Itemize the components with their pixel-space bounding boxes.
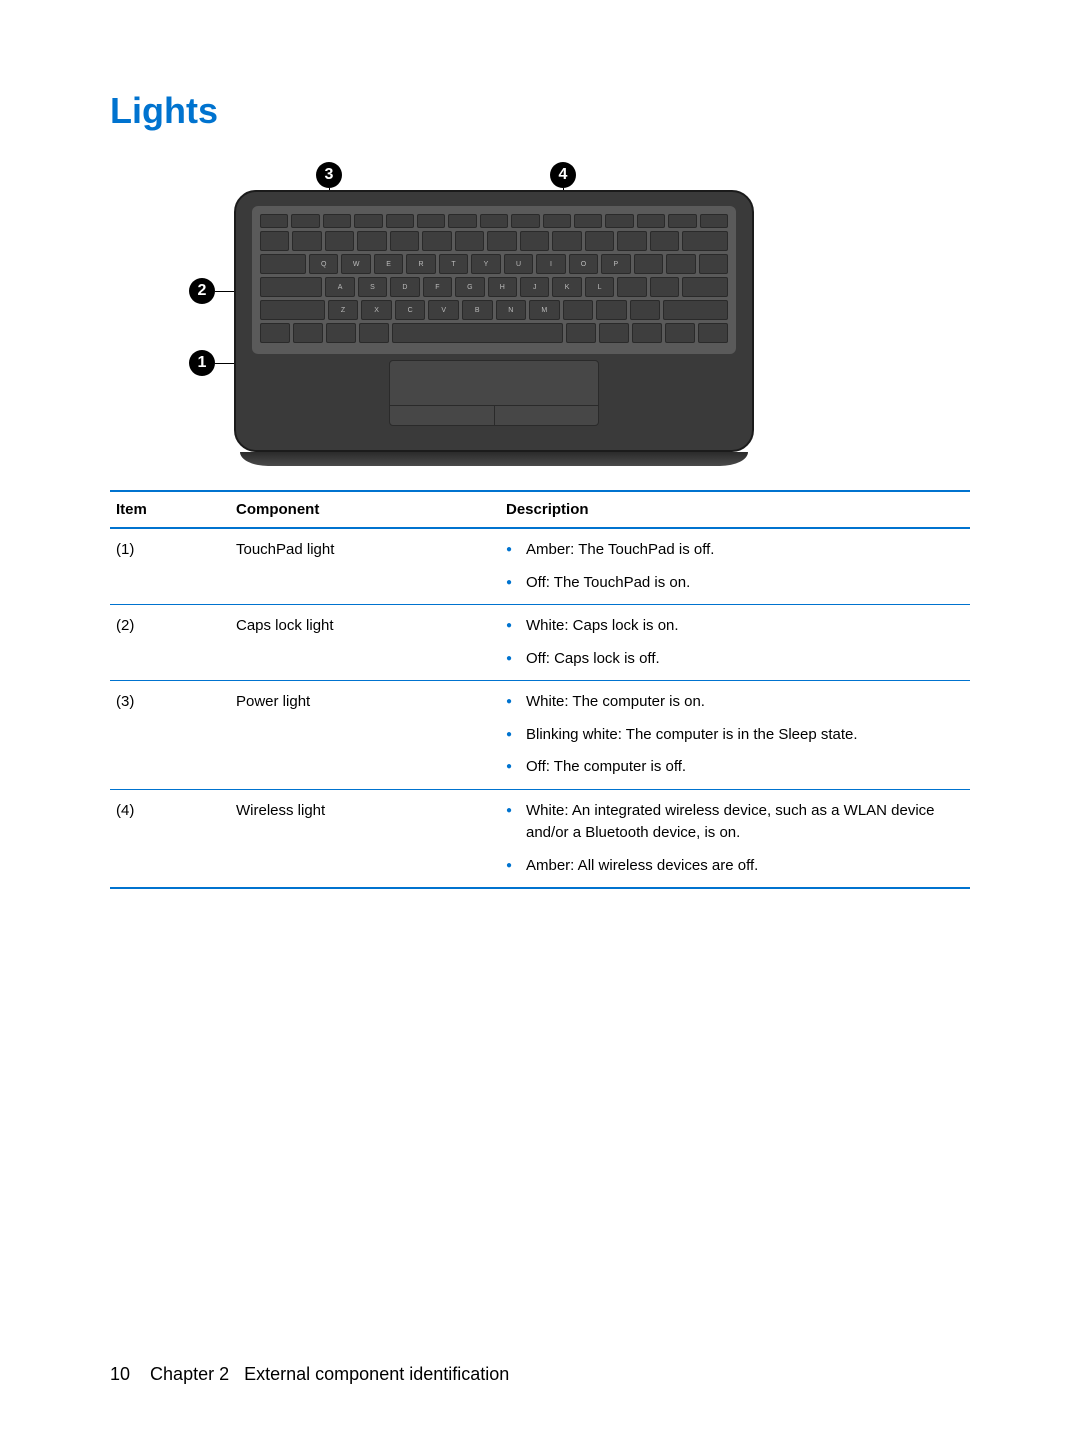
cell-component: Power light <box>230 681 500 790</box>
table-row: (2)Caps lock lightWhite: Caps lock is on… <box>110 605 970 681</box>
page-number: 10 <box>110 1364 130 1384</box>
table-row: (4)Wireless lightWhite: An integrated wi… <box>110 789 970 888</box>
description-item: Amber: All wireless devices are off. <box>506 855 964 878</box>
description-item: Off: Caps lock is off. <box>506 648 964 671</box>
cell-component: Wireless light <box>230 789 500 888</box>
description-item: White: The computer is on. <box>506 691 964 714</box>
cell-item: (4) <box>110 789 230 888</box>
th-component: Component <box>230 491 500 528</box>
cell-component: Caps lock light <box>230 605 500 681</box>
table-header-row: Item Component Description <box>110 491 970 528</box>
table-row: (3)Power lightWhite: The computer is on.… <box>110 681 970 790</box>
description-item: Blinking white: The computer is in the S… <box>506 724 964 747</box>
lights-diagram: 3 4 2 1 <box>154 150 794 480</box>
cell-item: (1) <box>110 528 230 605</box>
description-item: White: An integrated wireless device, su… <box>506 800 964 845</box>
page-footer: 10 Chapter 2 External component identifi… <box>110 1364 509 1385</box>
callout-3: 3 <box>316 162 342 188</box>
callout-1: 1 <box>189 350 215 376</box>
chapter-title: External component identification <box>244 1364 509 1384</box>
cell-description: Amber: The TouchPad is off. Off: The Touc… <box>500 528 970 605</box>
section-title: Lights <box>110 90 970 132</box>
cell-description: White: The computer is on. Blinking white… <box>500 681 970 790</box>
cell-item: (2) <box>110 605 230 681</box>
description-item: Amber: The TouchPad is off. <box>506 539 964 562</box>
description-item: Off: The TouchPad is on. <box>506 572 964 595</box>
description-item: White: Caps lock is on. <box>506 615 964 638</box>
cell-description: White: Caps lock is on. Off: Caps lock is… <box>500 605 970 681</box>
cell-description: White: An integrated wireless device, su… <box>500 789 970 888</box>
cell-item: (3) <box>110 681 230 790</box>
th-description: Description <box>500 491 970 528</box>
lights-table: Item Component Description (1)TouchPad l… <box>110 490 970 889</box>
th-item: Item <box>110 491 230 528</box>
callout-4: 4 <box>550 162 576 188</box>
callout-2: 2 <box>189 278 215 304</box>
description-item: Off: The computer is off. <box>506 756 964 779</box>
chapter-label: Chapter 2 <box>150 1364 229 1384</box>
cell-component: TouchPad light <box>230 528 500 605</box>
table-row: (1)TouchPad lightAmber: The TouchPad is … <box>110 528 970 605</box>
laptop-illustration: QWERTYUIOP ASDFGHJKL ZXCVBNM <box>234 190 754 466</box>
